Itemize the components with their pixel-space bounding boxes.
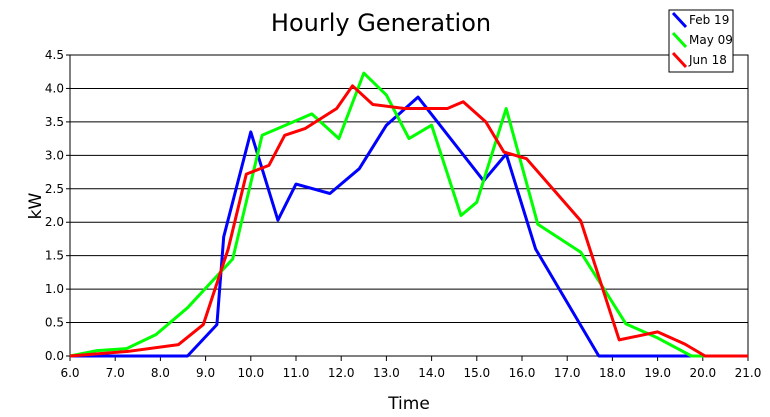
series-line-1 bbox=[70, 95, 748, 358]
y-tick-label: 2.0 bbox=[45, 215, 64, 229]
y-tick-label: 4.5 bbox=[45, 48, 64, 62]
y-tick-label: 0.5 bbox=[45, 316, 64, 330]
x-tick-label: 16.0 bbox=[509, 366, 536, 380]
x-tick-label: 6.0 bbox=[60, 366, 79, 380]
x-tick-label: 7.0 bbox=[106, 366, 125, 380]
x-tick-label: 18.0 bbox=[599, 366, 626, 380]
plot-area-frame bbox=[69, 54, 749, 357]
gridlines bbox=[70, 54, 748, 357]
legend-label: Feb 19 bbox=[689, 13, 729, 27]
x-tick-label: 21.0 bbox=[735, 366, 762, 380]
y-tick-label: 3.0 bbox=[45, 148, 64, 162]
y-axis-title: kW bbox=[26, 192, 46, 219]
y-tick-label: 2.5 bbox=[45, 182, 64, 196]
x-axis-title: Time bbox=[387, 394, 430, 414]
legend-label: Jun 18 bbox=[688, 53, 727, 67]
x-axis-ticks: 6.0 7.0 8.0 9.0 10.0 11.0 12.0 13.0 14.0 15.0 16.0… bbox=[60, 356, 761, 380]
x-tick-label: 14.0 bbox=[418, 366, 445, 380]
y-tick-label: 3.5 bbox=[45, 115, 64, 129]
x-tick-label: 11.0 bbox=[283, 366, 310, 380]
legend: Feb 19 May 09 Jun 18 bbox=[668, 9, 734, 73]
y-tick-label: 1.0 bbox=[45, 282, 64, 296]
legend-swatch bbox=[671, 11, 688, 29]
x-tick-label: 13.0 bbox=[373, 366, 400, 380]
series-lines bbox=[69, 71, 748, 358]
legend-label: May 09 bbox=[689, 33, 733, 47]
y-tick-label: 0.0 bbox=[45, 349, 64, 363]
series-line-2 bbox=[69, 71, 748, 358]
y-tick-label: 4.0 bbox=[45, 81, 64, 95]
x-tick-label: 8.0 bbox=[151, 366, 170, 380]
x-tick-label: 12.0 bbox=[328, 366, 355, 380]
x-tick-label: 10.0 bbox=[237, 366, 264, 380]
x-tick-label: 15.0 bbox=[463, 366, 490, 380]
x-tick-label: 19.0 bbox=[644, 366, 671, 380]
series-line-3 bbox=[69, 84, 748, 358]
y-axis-ticks: 0.0 0.5 1.0 1.5 2.0 2.5 3.0 3.5 4.0 4.5 bbox=[45, 48, 70, 363]
x-tick-label: 20.0 bbox=[689, 366, 716, 380]
legend-swatch bbox=[671, 51, 688, 69]
y-tick-label: 1.5 bbox=[45, 249, 64, 263]
chart-title: Hourly Generation bbox=[271, 9, 491, 37]
legend-swatch bbox=[671, 31, 688, 49]
x-tick-label: 17.0 bbox=[554, 366, 581, 380]
x-tick-label: 9.0 bbox=[196, 366, 215, 380]
